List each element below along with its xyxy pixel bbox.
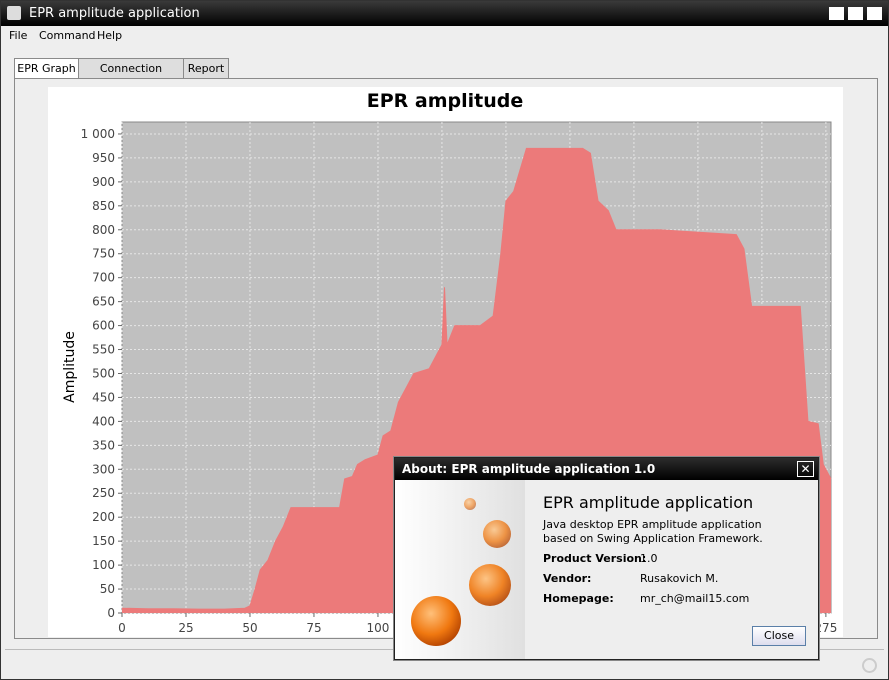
y-tick-label: 100 (92, 558, 115, 572)
y-tick-label: 950 (92, 151, 115, 165)
x-tick-label: 275 (814, 621, 837, 635)
y-tick-label: 400 (92, 414, 115, 428)
y-tick-label: 700 (92, 271, 115, 285)
dialog-close-x[interactable]: ✕ (797, 461, 814, 477)
tab[interactable]: Report (183, 58, 229, 78)
menu-item[interactable]: Command (39, 29, 96, 42)
close-button[interactable] (867, 7, 882, 20)
y-tick-label: 1 000 (81, 127, 115, 141)
app-icon (7, 6, 21, 20)
y-tick-label: 150 (92, 534, 115, 548)
about-dialog: About: EPR amplitude application 1.0 ✕ E… (394, 457, 819, 660)
minimize-button[interactable] (829, 7, 844, 20)
dialog-title-bar: About: EPR amplitude application 1.0 ✕ (395, 458, 818, 480)
x-tick-label: 50 (242, 621, 257, 635)
field-label: Product Version: (543, 552, 647, 565)
tab[interactable]: Connection settings (78, 58, 184, 95)
menu-item[interactable]: Help (97, 29, 123, 42)
title-bar: EPR amplitude application (1, 1, 888, 26)
x-tick-label: 0 (118, 621, 126, 635)
field-value: Rusakovich M. (640, 572, 719, 585)
sphere (464, 498, 476, 510)
y-tick-label: 900 (92, 175, 115, 189)
field-label: Homepage: (543, 592, 614, 605)
tab[interactable]: EPR Graph (14, 58, 79, 79)
y-tick-label: 250 (92, 486, 115, 500)
spheres (411, 498, 511, 646)
sphere (411, 596, 461, 646)
field-value: 1.0 (640, 552, 658, 565)
menu-bar: File Command Help (1, 26, 888, 45)
y-tick-label: 350 (92, 438, 115, 452)
y-tick-label: 600 (92, 319, 115, 333)
y-tick-label: 850 (92, 199, 115, 213)
maximize-button[interactable] (848, 7, 863, 20)
busy-icon (862, 658, 877, 673)
dialog-image (395, 480, 525, 659)
chart-title: EPR amplitude (367, 90, 524, 112)
y-tick-label: 50 (100, 582, 115, 596)
x-tick-label: 75 (306, 621, 321, 635)
app-description: Java desktop EPR amplitude application b… (543, 518, 763, 545)
menu-item[interactable]: File (9, 29, 28, 42)
field-value: mr_ch@mail15.com (640, 592, 750, 605)
close-button[interactable]: Close (752, 626, 806, 646)
y-tick-label: 650 (92, 295, 115, 309)
area-edge (121, 147, 832, 610)
window-title: EPR amplitude application (29, 6, 200, 21)
x-tick-label: 100 (367, 621, 390, 635)
y-tick-label: 550 (92, 343, 115, 357)
y-tick-label: 450 (92, 390, 115, 404)
app-name: EPR amplitude application (543, 493, 754, 512)
sphere (483, 520, 511, 548)
y-tick-label: 300 (92, 462, 115, 476)
y-tick-label: 750 (92, 247, 115, 261)
y-tick-label: 200 (92, 510, 115, 524)
y-tick-label: 500 (92, 366, 115, 380)
y-tick-label: 800 (92, 223, 115, 237)
y-tick-label: 0 (107, 606, 115, 620)
x-tick-label: 25 (178, 621, 193, 635)
sphere (469, 564, 511, 606)
dialog-title: About: EPR amplitude application 1.0 (402, 462, 656, 476)
y-axis-label: Amplitude (62, 331, 78, 403)
field-label: Vendor: (543, 572, 592, 585)
